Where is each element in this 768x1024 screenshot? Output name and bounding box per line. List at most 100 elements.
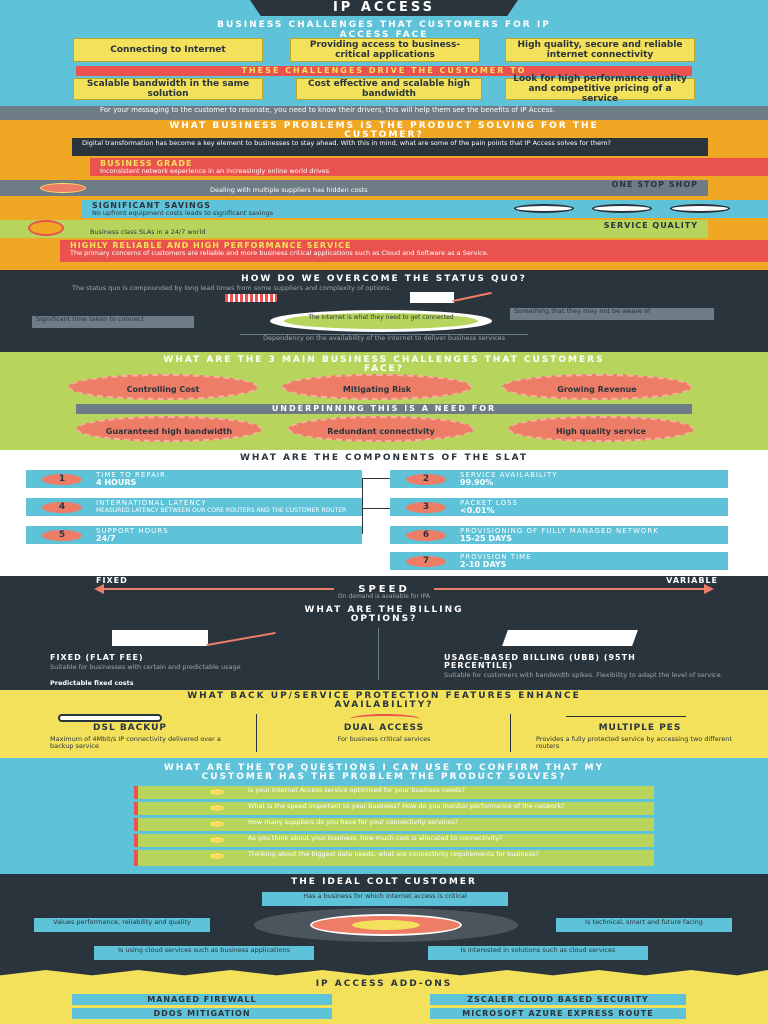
coin-icon (592, 204, 652, 213)
challenge-box: Connecting to Internet (73, 38, 263, 62)
eye-icon (40, 183, 86, 193)
problems-subtext-bar: Digital transformation has become a key … (72, 138, 708, 156)
addon-item: DDOS MITIGATION (72, 1008, 332, 1019)
challenge-box: Providing access to business-critical ap… (290, 38, 480, 62)
one-stop-title: ONE STOP SHOP (611, 180, 698, 189)
main-challenges-section: WHAT ARE THE 3 MAIN BUSINESS CHALLENGES … (0, 352, 768, 450)
challenge-oval-label: Mitigating Risk (342, 385, 412, 394)
billing-divider (378, 628, 379, 680)
slat-number: 7 (406, 555, 446, 567)
document-icon (112, 630, 208, 646)
reliable-title: HIGHLY RELIABLE AND HIGH PERFORMANCE SER… (70, 241, 352, 250)
backup-divider (256, 714, 257, 752)
slat-number: 6 (406, 529, 446, 541)
addons-heading: IP ACCESS ADD-ONS (315, 979, 453, 989)
slat-label: PACKET LOSS (460, 499, 518, 507)
slat-number: 5 (42, 529, 82, 541)
slat-label: SERVICE AVAILABILITY (460, 471, 558, 479)
coin-icon (514, 204, 574, 213)
ideal-top-box: Has a business for which internet access… (262, 892, 508, 906)
right-label: Something that they may not be aware of (514, 307, 651, 315)
open-book-icon (502, 630, 638, 646)
ideal-right-box: Is interested in solutions such as cloud… (428, 946, 648, 960)
slat-value: <0.01% (460, 506, 495, 515)
question-item: How many suppliers do you have for your … (134, 818, 654, 831)
slat-item: 3 PACKET LOSS <0.01% (390, 498, 728, 516)
questions-section: WHAT ARE THE TOP QUESTIONS I CAN USE TO … (0, 758, 768, 874)
ideal-section: THE IDEAL COLT CUSTOMER Has a business f… (0, 874, 768, 970)
challenge-oval-cost: Controlling Cost (68, 374, 258, 400)
question-icon (210, 853, 224, 859)
slat-item: 5 SUPPORT HOURS 24/7 (26, 526, 362, 544)
slat-value: 24/7 (96, 534, 116, 543)
slat-label: SUPPORT HOURS (96, 527, 169, 535)
billing-heading: WHAT ARE THE BILLING OPTIONS? (304, 605, 464, 624)
addon-item: MICROSOFT AZURE EXPRESS ROUTE (430, 1008, 686, 1019)
reliable-bar: HIGHLY RELIABLE AND HIGH PERFORMANCE SER… (60, 240, 768, 262)
challenge-box: Cost effective and scalable high bandwid… (296, 78, 482, 100)
billing-fixed-title: FIXED (FLAT FEE) (50, 653, 144, 662)
business-grade-bar: BUSINESS GRADE Inconsistent network expe… (90, 158, 768, 176)
main-challenges-heading: WHAT ARE THE 3 MAIN BUSINESS CHALLENGES … (163, 355, 605, 374)
slat-value: 15-25 DAYS (460, 534, 512, 543)
speed-label: SPEED (334, 584, 434, 595)
slat-item: 1 TIME TO REPAIR 4 HOURS (26, 470, 362, 488)
slat-value: 2-10 DAYS (460, 560, 507, 569)
backup-item-text: For business critical services (337, 735, 431, 743)
service-quality-title: SERVICE QUALITY (603, 221, 698, 230)
drive-label: THESE CHALLENGES DRIVE THE CUSTOMER TO (241, 66, 527, 75)
challenge-box: Scalable bandwidth in the same solution (73, 78, 263, 100)
need-oval: Guaranteed high bandwidth (76, 416, 262, 442)
service-quality-text: Business class SLAs in a 24/7 world (90, 228, 206, 236)
backup-item-title: DSL BACKUP (93, 723, 167, 733)
backup-item-text: Provides a fully protected service by ac… (536, 735, 732, 750)
slat-number: 1 (42, 473, 82, 485)
backup-item-text: Maximum of 4Mbit/s IP connectivity deliv… (50, 735, 221, 750)
service-quality-bar: SERVICE QUALITY Business class SLAs in a… (0, 220, 708, 238)
need-oval-label: High quality service (555, 427, 647, 436)
router-icon (58, 714, 162, 722)
slat-item: 4 INTERNATIONAL LATENCY MEASURED LATENCY … (26, 498, 362, 516)
backup-item-title: MULTIPLE PEs (598, 723, 682, 733)
ideal-heading: THE IDEAL COLT CUSTOMER (291, 877, 477, 887)
overcome-intro: The status quo is compounded by long lea… (72, 284, 392, 292)
cloud-shape: The internet is what they need to get co… (270, 310, 492, 332)
question-text: Thinking about the biggest data needs, w… (248, 850, 539, 858)
coin-icon (670, 204, 730, 213)
questions-heading: WHAT ARE THE TOP QUESTIONS I CAN USE TO … (163, 763, 605, 782)
problems-heading: WHAT BUSINESS PROBLEMS IS THE PRODUCT SO… (169, 121, 599, 140)
speed-section: FIXED VARIABLE SPEED On demand is availa… (0, 576, 768, 602)
question-icon (210, 805, 224, 811)
ideal-left-box: Is using cloud services such as business… (94, 946, 314, 960)
addon-item: ZSCALER CLOUD BASED SECURITY (430, 994, 686, 1005)
speed-arrow-head-right (704, 584, 714, 594)
backup-divider (510, 714, 511, 752)
need-oval-label: Redundant connectivity (327, 427, 435, 436)
page-title: IP ACCESS (332, 0, 436, 15)
overcome-section: HOW DO WE OVERCOME THE STATUS QUO? The s… (0, 270, 768, 352)
one-stop-text: Dealing with multiple suppliers has hidd… (210, 186, 368, 194)
slat-section: WHAT ARE THE COMPONENTS OF THE SLAT 1 TI… (0, 450, 768, 576)
slat-heading: WHAT ARE THE COMPONENTS OF THE SLAT (239, 453, 529, 463)
drive-bar: THESE CHALLENGES DRIVE THE CUSTOMER TO (76, 66, 692, 76)
slat-value: 4 HOURS (96, 478, 137, 487)
savings-bar: SIGNIFICANT SAVINGS No upfront equipment… (82, 200, 768, 218)
challenge-oval-revenue: Growing Revenue (502, 374, 692, 400)
backup-item-title: DUAL ACCESS (343, 723, 425, 733)
ideal-right-box: Is technical, smart and future facing (556, 918, 732, 932)
left-label: Significant time taken to connect (36, 315, 144, 323)
network-icon (566, 716, 686, 723)
slat-item: 7 PROVISION TIME 2-10 DAYS (390, 552, 728, 570)
right-label-box: Something that they may not be aware of (510, 308, 714, 320)
reliable-text: The primary concerns of customers are re… (70, 249, 489, 257)
bottom-label: Dependency on the availability of the in… (240, 334, 528, 342)
speed-sub: On demand is available for IPA (338, 593, 430, 600)
savings-title: SIGNIFICANT SAVINGS (92, 201, 212, 210)
speed-variable-label: VARIABLE (666, 576, 718, 585)
pencil-icon (452, 291, 492, 303)
billing-usage-title: USAGE-BASED BILLING (UBB) (95TH PERCENTI… (444, 653, 636, 670)
slat-value: 99.90% (460, 478, 494, 487)
question-icon (210, 821, 224, 827)
intro-strip: For your messaging to the customer to re… (0, 106, 768, 120)
document-icon (410, 292, 454, 303)
